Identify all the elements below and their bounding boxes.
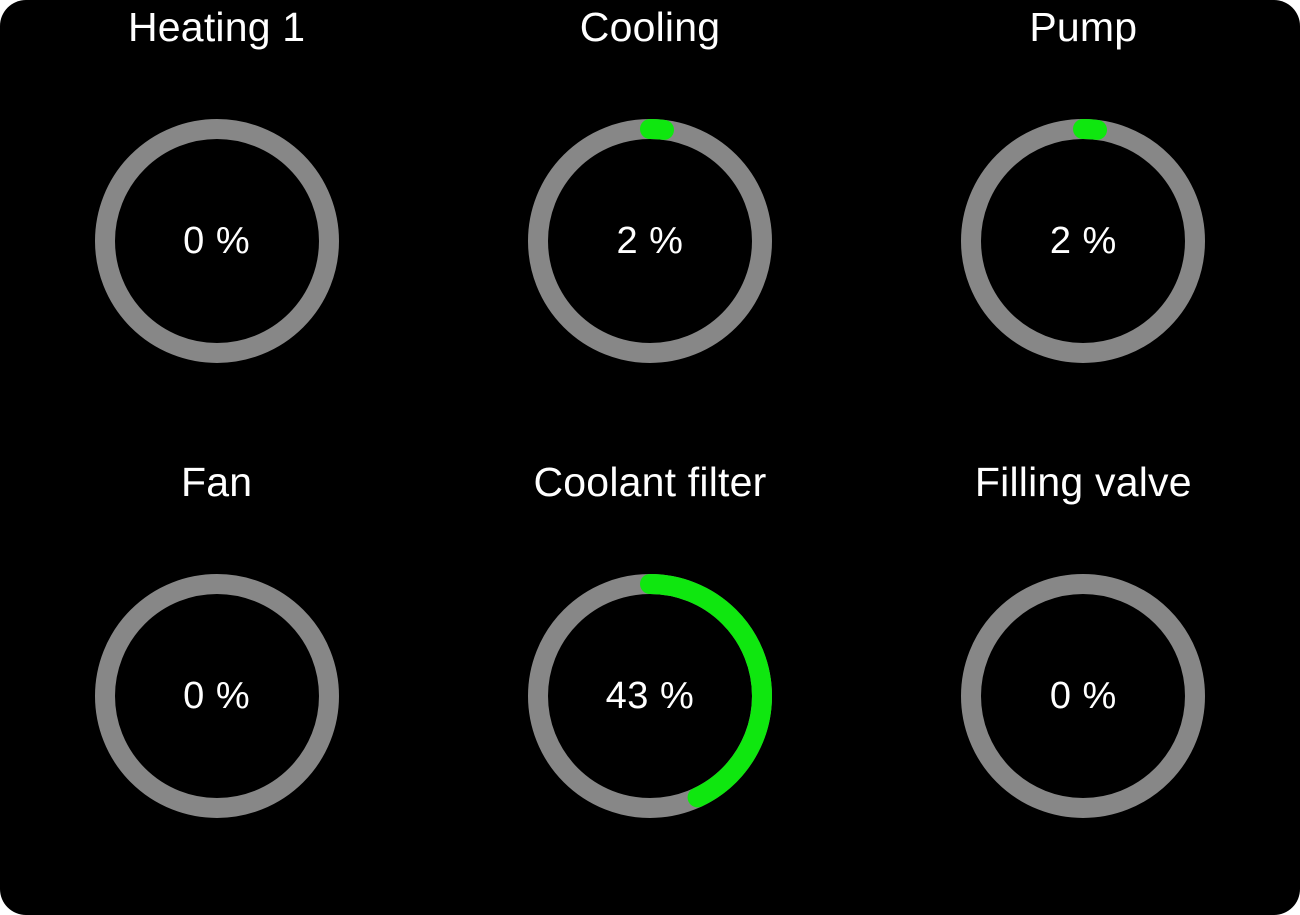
gauge-arc-coolant-filter [527,574,772,818]
gauge-cooling[interactable]: Cooling 2 % [433,0,866,452]
gauge-track-fan [94,574,339,818]
gauge-value-filling-valve: 0 % [1049,675,1117,717]
gauge-title-pump: Pump [1029,4,1138,50]
gauge-fan[interactable]: Fan 0 % [0,452,433,904]
gauge-title-heating-1: Heating 1 [128,4,306,50]
gauge-ring-svg-cooling [527,119,772,363]
gauge-ring-svg-pump [961,119,1206,363]
gauge-coolant-filter[interactable]: Coolant filter 43 % [433,452,866,904]
gauge-ring-coolant-filter[interactable]: 43 % [527,574,772,818]
gauge-ring-svg-heating-1 [94,119,339,363]
gauge-ring-fan[interactable]: 0 % [94,574,339,818]
gauge-title-coolant-filter: Coolant filter [533,459,767,505]
gauge-track-filling-valve [961,574,1206,818]
gauge-value-fan: 0 % [183,675,251,717]
gauge-title-cooling: Cooling [579,4,721,50]
gauge-ring-svg-filling-valve [961,574,1206,818]
gauge-filling-valve[interactable]: Filling valve 0 % [867,452,1300,904]
gauge-heating-1[interactable]: Heating 1 0 % [0,0,433,452]
gauge-value-coolant-filter: 43 % [605,675,695,717]
gauge-track-heating-1 [94,119,339,363]
gauge-arc-pump [961,119,1206,363]
gauge-value-cooling: 2 % [616,220,684,262]
gauge-ring-svg-fan [94,574,339,818]
gauge-ring-filling-valve[interactable]: 0 % [961,574,1206,818]
gauge-title-fan: Fan [181,459,253,505]
gauge-arc-cooling [527,119,772,363]
gauge-ring-heating-1[interactable]: 0 % [94,119,339,363]
gauge-ring-cooling[interactable]: 2 % [527,119,772,363]
gauge-pump[interactable]: Pump 2 % [867,0,1300,452]
gauge-title-filling-valve: Filling valve [974,459,1192,505]
gauge-ring-svg-coolant-filter [527,574,772,818]
gauge-ring-pump[interactable]: 2 % [961,119,1206,363]
gauge-value-pump: 2 % [1049,220,1117,262]
gauge-value-heating-1: 0 % [183,220,251,262]
